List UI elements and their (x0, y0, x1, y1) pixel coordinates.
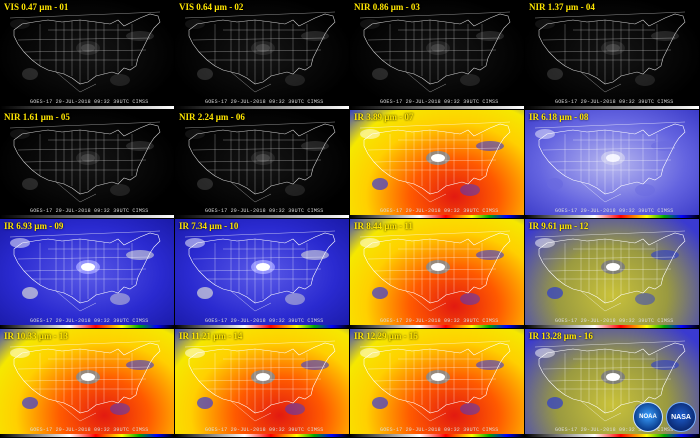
band-panel: IR 3.89 µm - 07 GOES-17 29-JUL-2018 09:32… (350, 109, 524, 218)
band-panel: IR 12.29 µm - 15 GOES-17 29-JUL-2018 09:3… (350, 328, 524, 437)
band-label: IR 8.44 µm - 11 (354, 221, 413, 231)
timestamp-label: GOES-17 29-JUL-2018 09:32 39UTC CIMSS (205, 98, 324, 105)
timestamp-label: GOES-17 29-JUL-2018 09:32 39UTC CIMSS (30, 208, 149, 214)
color-bar (175, 105, 349, 109)
nasa-logo: NASA (666, 402, 696, 432)
timestamp-label: GOES-17 29-JUL-2018 09:32 39UTC CIMSS (555, 317, 674, 324)
timestamp-label: GOES-17 29-JUL-2018 09:32 39UTC CIMSS (380, 208, 499, 214)
timestamp-label: GOES-17 29-JUL-2018 09:32 39UTC CIMSS (555, 427, 674, 433)
color-bar (175, 215, 349, 218)
agency-logos: NOAA NASA (633, 402, 696, 432)
noaa-logo: NOAA (633, 402, 663, 432)
timestamp-label: GOES-17 29-JUL-2018 09:32 39UTC CIMSS (205, 208, 324, 214)
band-panel: IR 6.93 µm - 09 GOES-17 29-JUL-2018 09:32… (0, 219, 174, 328)
band-label: IR 9.61 µm - 12 (529, 221, 589, 231)
band-label: IR 13.28 µm - 16 (529, 330, 593, 341)
band-label: NIR 2.24 µm - 06 (179, 111, 245, 122)
color-bar (525, 434, 699, 437)
timestamp-label: GOES-17 29-JUL-2018 09:32 39UTC CIMSS (555, 98, 674, 105)
band-panel: NIR 1.61 µm - 05 GOES-17 29-JUL-2018 09:3… (0, 109, 174, 218)
timestamp-label: GOES-17 29-JUL-2018 09:32 39UTC CIMSS (30, 98, 149, 105)
timestamp-label: GOES-17 29-JUL-2018 09:32 39UTC CIMSS (380, 317, 499, 324)
band-label: IR 3.89 µm - 07 (354, 111, 414, 122)
color-bar (0, 324, 174, 328)
color-bar (350, 324, 524, 328)
color-bar (0, 215, 174, 218)
timestamp-label: GOES-17 29-JUL-2018 09:32 39UTC CIMSS (205, 317, 324, 324)
color-bar (0, 105, 174, 109)
band-panel: NIR 2.24 µm - 06 GOES-17 29-JUL-2018 09:3… (175, 109, 349, 218)
band-panel: NIR 1.37 µm - 04 GOES-17 29-JUL-2018 09:3… (525, 0, 699, 109)
band-panel: IR 10.33 µm - 13 GOES-17 29-JUL-2018 09:3… (0, 328, 174, 437)
band-panel: IR 11.21 µm - 14 GOES-17 29-JUL-2018 09:3… (175, 328, 349, 437)
band-label: NIR 0.86 µm - 03 (354, 2, 420, 12)
color-bar (525, 324, 699, 328)
timestamp-label: GOES-17 29-JUL-2018 09:32 39UTC CIMSS (555, 208, 674, 214)
band-panel: IR 9.61 µm - 12 GOES-17 29-JUL-2018 09:32… (525, 219, 699, 328)
color-bar (350, 105, 524, 109)
band-label: IR 7.34 µm - 10 (179, 221, 239, 231)
color-bar (175, 434, 349, 437)
band-panel: VIS 0.47 µm - 01 GOES-17 29-JUL-2018 09:3… (0, 0, 174, 109)
color-bar (350, 215, 524, 218)
band-label: IR 6.18 µm - 08 (529, 111, 589, 122)
band-label: IR 10.33 µm - 13 (4, 330, 68, 341)
band-panel: NIR 0.86 µm - 03 GOES-17 29-JUL-2018 09:3… (350, 0, 524, 109)
color-bar (525, 215, 699, 218)
color-bar (0, 434, 174, 437)
color-bar (350, 434, 524, 437)
band-label: NIR 1.61 µm - 05 (4, 111, 70, 122)
nasa-logo-text: NASA (671, 413, 691, 421)
timestamp-label: GOES-17 29-JUL-2018 09:32 39UTC CIMSS (30, 317, 149, 324)
color-bar (525, 105, 699, 109)
band-label: IR 6.93 µm - 09 (4, 221, 64, 231)
color-bar (175, 324, 349, 328)
band-label: VIS 0.64 µm - 02 (179, 2, 244, 12)
timestamp-label: GOES-17 29-JUL-2018 09:32 39UTC CIMSS (205, 427, 324, 433)
timestamp-label: GOES-17 29-JUL-2018 09:32 39UTC CIMSS (380, 98, 499, 105)
band-panel: IR 8.44 µm - 11 GOES-17 29-JUL-2018 09:32… (350, 219, 524, 328)
band-label: NIR 1.37 µm - 04 (529, 2, 595, 12)
band-panel: IR 6.18 µm - 08 GOES-17 29-JUL-2018 09:32… (525, 109, 699, 218)
timestamp-label: GOES-17 29-JUL-2018 09:32 39UTC CIMSS (380, 427, 499, 433)
band-panel: IR 7.34 µm - 10 GOES-17 29-JUL-2018 09:32… (175, 219, 349, 328)
band-label: IR 12.29 µm - 15 (354, 330, 418, 341)
timestamp-label: GOES-17 29-JUL-2018 09:32 39UTC CIMSS (30, 427, 149, 433)
noaa-logo-text: NOAA (639, 414, 657, 420)
band-label: VIS 0.47 µm - 01 (4, 2, 69, 12)
band-panel: VIS 0.64 µm - 02 GOES-17 29-JUL-2018 09:3… (175, 0, 349, 109)
band-label: IR 11.21 µm - 14 (179, 330, 243, 341)
